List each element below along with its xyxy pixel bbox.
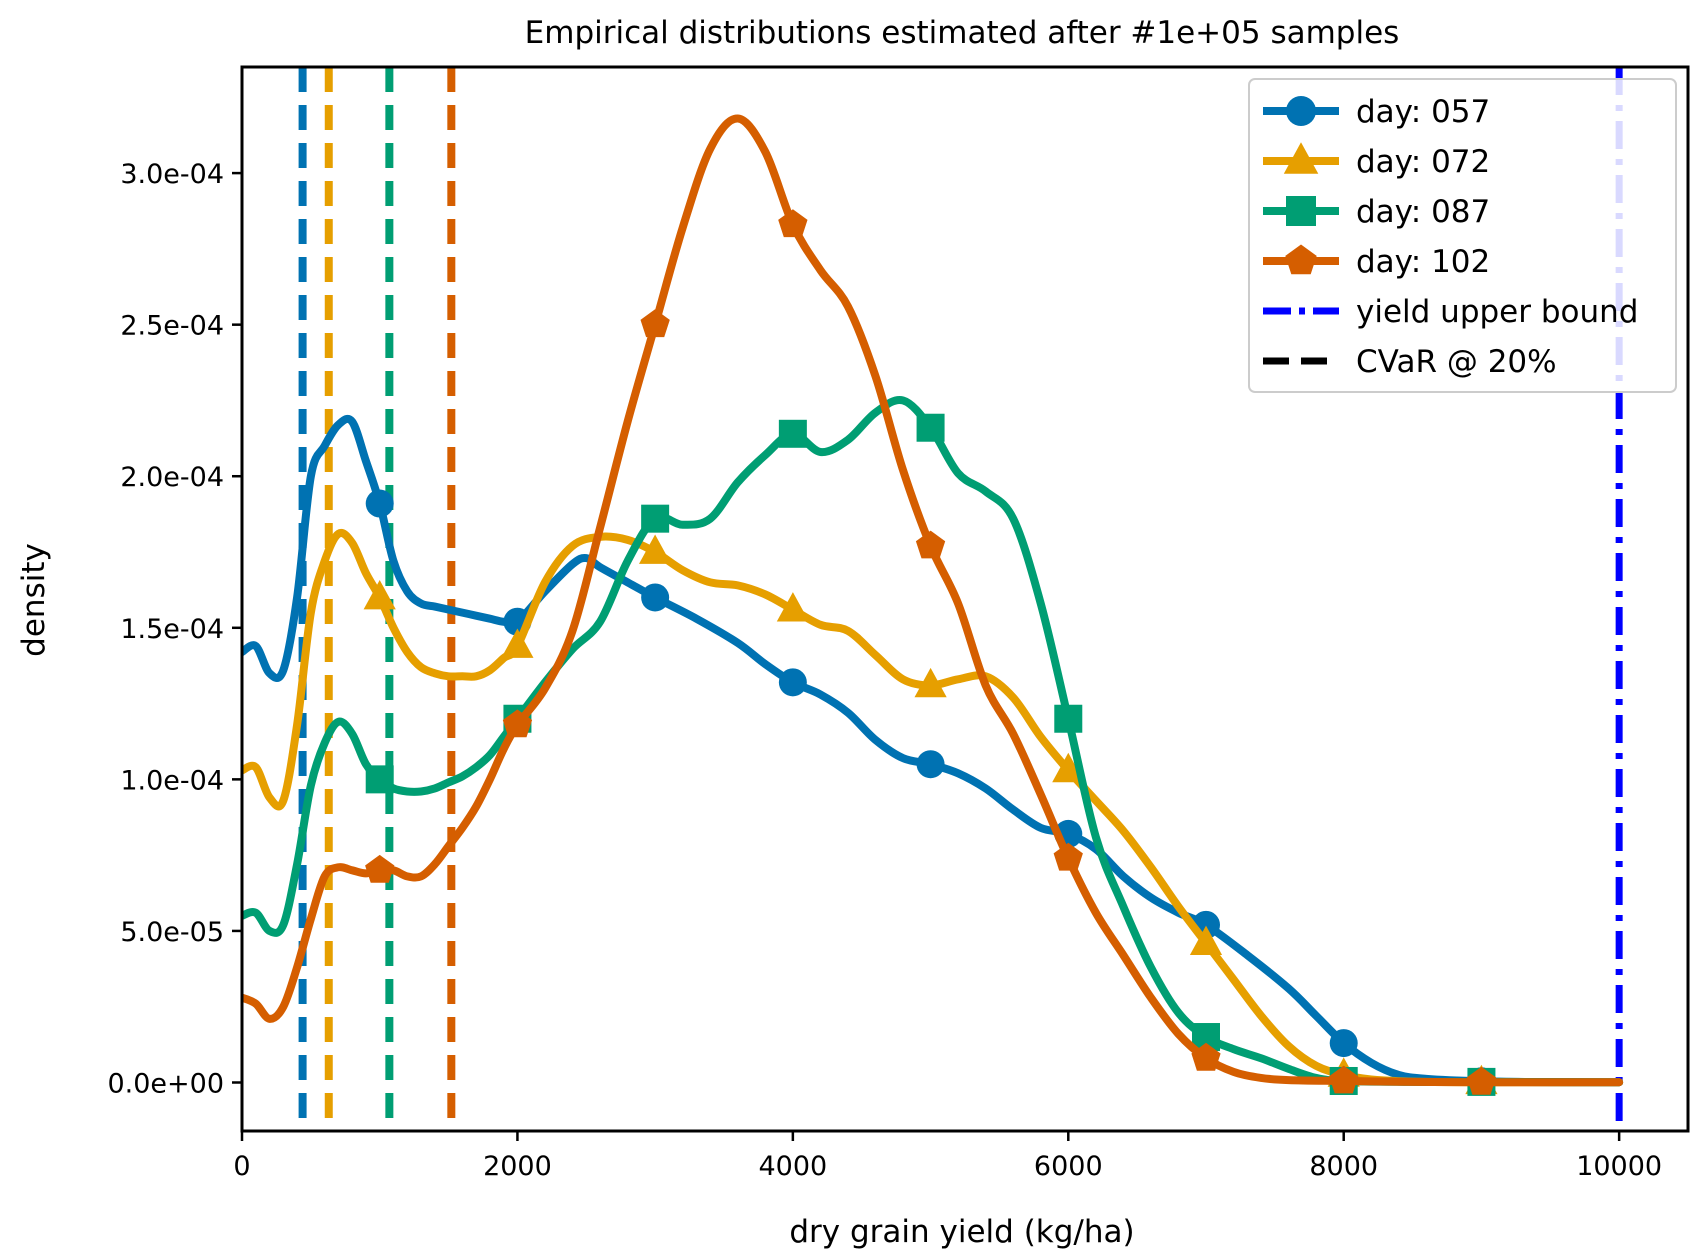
data-point-4-9: [1466, 1066, 1497, 1095]
legend-entry-3: day: 087: [1263, 194, 1490, 230]
data-point-4-1: [365, 854, 395, 883]
data-point-2-4: [776, 592, 809, 622]
legend-label-6: CVaR @ 20%: [1356, 344, 1557, 380]
data-point-1-5: [916, 750, 945, 779]
data-point-3-6: [1054, 704, 1083, 733]
y-tick-label-1: 0.0e+00: [107, 1068, 224, 1099]
plot-frame: [240, 65, 1690, 1133]
data-point-2-5: [914, 667, 947, 698]
x-tick-label-4: 6000: [1034, 1151, 1103, 1182]
y-tick-label-7: 3.0e-04: [120, 159, 224, 190]
y-tick-label-2: 5.0e-05: [120, 917, 224, 948]
legend-marker-3: [1286, 196, 1316, 226]
series-line-3: [242, 395, 1624, 1087]
series-line-1: [242, 414, 1624, 1087]
legend-label-5: yield upper bound: [1356, 294, 1638, 330]
legend: day: 057 day: 072 day: 087 day: 102 yield up…: [1248, 78, 1677, 393]
legend-label-3: day: 087: [1356, 194, 1490, 230]
series-3: [242, 395, 1624, 1096]
data-point-2-2: [501, 628, 534, 658]
x-tick-label-5: 8000: [1309, 1151, 1378, 1182]
data-point-3-3: [641, 504, 670, 533]
data-point-4-3: [640, 309, 670, 338]
legend-marker-1: [1286, 96, 1316, 126]
legend-marker-4: [1285, 244, 1317, 275]
x-axis-label: dry grain yield (kg/ha): [789, 1214, 1134, 1250]
x-tick-label-3: 4000: [758, 1151, 827, 1182]
plot-area: [242, 67, 1624, 1131]
data-point-4-4: [778, 209, 808, 238]
legend-label-2: day: 072: [1356, 144, 1490, 180]
axes: 0 2000 4000 6000 8000 10000 0.0e+00 5.0e-05 1.0e…: [107, 65, 1690, 1182]
series-4: [242, 114, 1624, 1095]
y-tick-label-5: 2.0e-04: [120, 462, 224, 493]
data-point-1-1: [365, 489, 394, 518]
data-point-2-3: [639, 534, 672, 564]
legend-label-1: day: 057: [1356, 94, 1490, 130]
y-tick-label-6: 2.5e-04: [120, 311, 224, 342]
x-tick-label-6: 10000: [1576, 1151, 1662, 1182]
x-tick-label-1: 0: [233, 1151, 250, 1182]
legend-label-4: day: 102: [1356, 244, 1490, 280]
y-tick-label-4: 1.5e-04: [120, 614, 224, 645]
data-point-2-7: [1189, 925, 1223, 955]
data-point-1-3: [641, 583, 670, 612]
data-point-4-7: [1191, 1042, 1221, 1071]
data-point-4-2: [502, 709, 533, 738]
legend-box: [1248, 78, 1677, 393]
data-point-4-8: [1329, 1065, 1359, 1094]
legend-entry-6: CVaR @ 20%: [1263, 344, 1557, 380]
data-point-4-5: [915, 530, 946, 559]
legend-marker-2: [1283, 142, 1319, 174]
y-tick-label-3: 1.0e-04: [120, 765, 224, 796]
data-point-3-4: [778, 419, 807, 448]
legend-entry-4: day: 102: [1263, 244, 1490, 280]
legend-entry-2: day: 072: [1263, 142, 1490, 180]
series-line-4: [242, 114, 1624, 1087]
x-tick-label-2: 2000: [483, 1151, 552, 1182]
data-point-3-1: [365, 765, 394, 794]
data-point-3-5: [916, 413, 945, 442]
data-point-1-4: [778, 668, 807, 697]
data-point-4-6: [1053, 842, 1083, 871]
y-axis-label: density: [16, 543, 52, 657]
chart-title: Empirical distributions estimated after …: [525, 15, 1400, 51]
data-point-1-8: [1329, 1029, 1358, 1058]
legend-entry-1: day: 057: [1263, 94, 1490, 130]
legend-entry-5: yield upper bound: [1263, 294, 1638, 330]
data-point-2-6: [1052, 752, 1085, 783]
data-point-2-1: [363, 580, 396, 610]
